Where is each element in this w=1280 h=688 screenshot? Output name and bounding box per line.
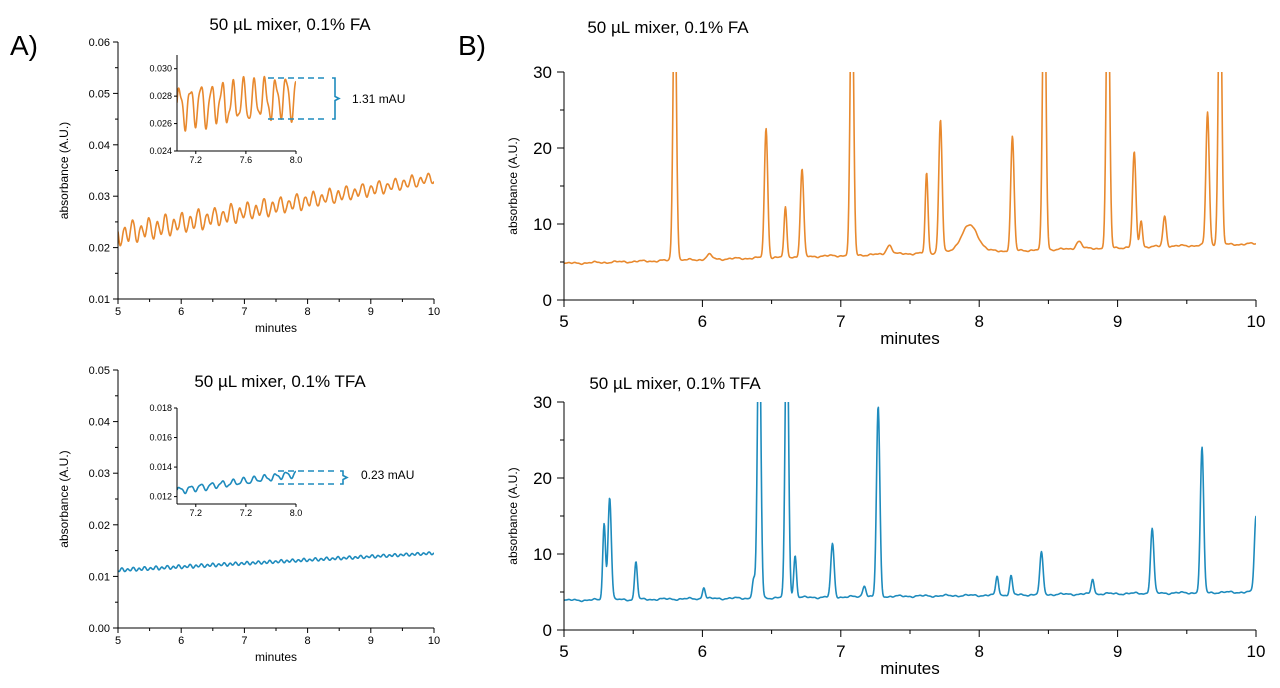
y-axis-label: absorbance (A.U.) (506, 467, 520, 564)
x-tick-label: 10 (428, 635, 440, 647)
inset-series-line (177, 470, 296, 495)
chart-b-top: 5 6 7 8 9 10 0 10 20 30 minutes absorbance (A.U.) 50… (506, 18, 1266, 348)
x-tick-label: 6 (698, 312, 707, 331)
x-tick-label: 7 (836, 312, 845, 331)
inset-y-tick-label: 0.028 (149, 91, 172, 101)
y-tick-label: 0.02 (89, 243, 110, 255)
chart-title: 50 µL mixer, 0.1% TFA (194, 372, 366, 391)
x-axis-label: minutes (880, 659, 940, 678)
inset-x-tick-label: 7.2 (190, 155, 203, 165)
x-tick-label: 8 (305, 306, 311, 318)
inset-x-tick-label: 8.0 (290, 155, 303, 165)
x-tick-label: 9 (1113, 312, 1122, 331)
x-tick-label: 5 (115, 635, 121, 647)
y-tick-label: 30 (533, 63, 552, 82)
y-tick-label: 0.04 (89, 417, 110, 429)
y-tick-label: 0.06 (89, 37, 110, 49)
series-line-fa (564, 72, 1256, 266)
y-tick-label: 0.05 (89, 365, 110, 377)
inset-x-tick-label: 7.2 (190, 508, 203, 518)
x-tick-label: 9 (368, 306, 374, 318)
range-annotation-label: 0.23 mAU (361, 468, 414, 482)
y-tick-label: 0.03 (89, 468, 110, 480)
inset-y-tick-label: 0.016 (149, 433, 172, 443)
y-tick-label: 0.01 (89, 294, 110, 306)
y-tick-label: 10 (533, 545, 552, 564)
x-tick-label: 6 (178, 635, 184, 647)
x-tick-label: 8 (305, 635, 311, 647)
y-tick-label: 0.03 (89, 191, 110, 203)
x-tick-label: 7 (241, 635, 247, 647)
x-tick-label: 9 (368, 635, 374, 647)
series-line-fa (118, 172, 434, 247)
y-tick-label: 0.00 (89, 623, 110, 635)
inset-chart: 0.024 0.026 0.028 0.030 7.2 7.6 8.0 1.31 mAU (149, 55, 405, 165)
x-tick-label: 5 (559, 312, 568, 331)
x-tick-label: 9 (1113, 642, 1122, 661)
y-tick-label: 0.04 (89, 140, 110, 152)
chart-a-bottom: 5 6 7 8 9 10 0.00 0.01 0.02 0.03 0.04 0.05 minutes ab… (57, 365, 440, 664)
x-tick-label: 5 (559, 642, 568, 661)
inset-y-tick-label: 0.018 (149, 403, 172, 413)
panel-letter-b: B) (458, 30, 486, 61)
chart-title: 50 µL mixer, 0.1% FA (209, 15, 371, 34)
range-annotation-label: 1.31 mAU (352, 92, 405, 106)
inset-x-tick-label: 7.2 (240, 508, 253, 518)
x-tick-label: 10 (1247, 642, 1266, 661)
y-tick-label: 30 (533, 393, 552, 412)
x-tick-label: 7 (836, 642, 845, 661)
x-tick-label: 8 (974, 312, 983, 331)
inset-y-tick-label: 0.012 (149, 492, 172, 502)
y-tick-label: 20 (533, 139, 552, 158)
inset-y-tick-label: 0.014 (149, 462, 172, 472)
range-bracket (332, 77, 341, 120)
y-tick-label: 0.01 (89, 571, 110, 583)
inset-chart: 0.012 0.014 0.016 0.018 7.2 7.2 8.0 0.23 mAU (149, 403, 414, 518)
x-tick-label: 7 (241, 306, 247, 318)
series-line-tfa (564, 402, 1256, 603)
x-tick-label: 5 (115, 306, 121, 318)
x-tick-label: 10 (1247, 312, 1266, 331)
x-axis-label: minutes (255, 650, 297, 664)
y-tick-label: 0.05 (89, 88, 110, 100)
y-tick-label: 20 (533, 469, 552, 488)
panel-letter-a: A) (10, 30, 38, 61)
chart-a-top: 5 6 7 8 9 10 0.01 0.02 0.03 0.04 0.05 0.06 minutes ab… (57, 15, 440, 335)
inset-x-tick-label: 7.6 (240, 155, 253, 165)
y-tick-label: 10 (533, 215, 552, 234)
chart-title: 50 µL mixer, 0.1% TFA (589, 374, 761, 393)
x-axis-label: minutes (880, 329, 940, 348)
series-line-tfa (118, 551, 434, 573)
y-tick-label: 0.02 (89, 520, 110, 532)
y-axis-label: absorbance (A.U.) (506, 137, 520, 234)
x-tick-label: 6 (178, 306, 184, 318)
x-tick-label: 10 (428, 306, 440, 318)
inset-x-tick-label: 8.0 (290, 508, 303, 518)
chart-b-bottom: 5 6 7 8 9 10 0 10 20 30 minutes absorbance (A.U.) 50… (506, 374, 1266, 678)
y-axis-label: absorbance (A.U.) (57, 122, 71, 219)
inset-y-tick-label: 0.026 (149, 119, 172, 129)
inset-y-tick-label: 0.024 (149, 146, 172, 156)
y-axis-label: absorbance (A.U.) (57, 450, 71, 547)
inset-series-line (177, 75, 296, 132)
x-tick-label: 8 (974, 642, 983, 661)
range-bracket (340, 470, 349, 485)
inset-y-tick-label: 0.030 (149, 64, 172, 74)
x-axis-label: minutes (255, 321, 297, 335)
charts-layer: 5 6 7 8 9 10 0.01 0.02 0.03 0.04 0.05 0.06 minutes ab… (57, 15, 1266, 678)
y-tick-label: 0 (543, 621, 552, 640)
x-tick-label: 6 (698, 642, 707, 661)
chart-title: 50 µL mixer, 0.1% FA (587, 18, 749, 37)
y-tick-label: 0 (543, 291, 552, 310)
